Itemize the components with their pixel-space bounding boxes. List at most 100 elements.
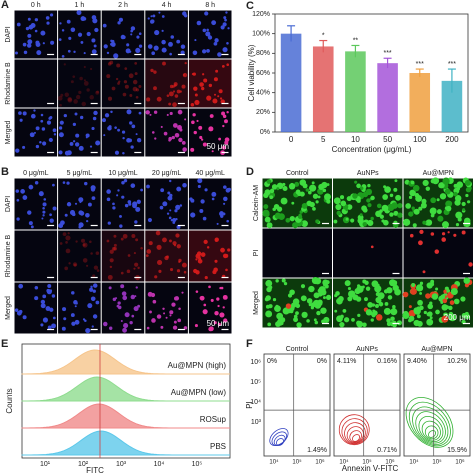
cell-dot	[40, 299, 46, 305]
cell-dot	[146, 326, 150, 330]
cell-dot	[135, 206, 141, 212]
cell-dot	[114, 150, 120, 155]
cell-dot	[206, 246, 210, 249]
cell-dot	[395, 194, 402, 201]
cell-dot	[361, 285, 365, 289]
cell-dot	[202, 142, 207, 147]
cell-dot	[390, 308, 398, 316]
cell-dot	[318, 286, 326, 294]
cell-dot	[375, 296, 381, 303]
micrograph	[145, 230, 188, 282]
cell-dot	[333, 197, 341, 205]
cell-dot	[72, 262, 78, 267]
micrograph	[58, 178, 101, 230]
panel-letter: D	[246, 166, 254, 178]
cell-dot	[183, 14, 188, 18]
cell-dot	[315, 200, 319, 204]
image-bg	[101, 230, 145, 282]
cell-dot	[311, 277, 319, 285]
cell-dot	[313, 292, 320, 299]
cell-dot	[223, 16, 227, 20]
cell-dot	[292, 222, 299, 229]
cell-dot	[214, 259, 218, 263]
cell-dot	[70, 80, 74, 84]
micrograph	[14, 282, 58, 334]
cell-dot	[413, 184, 420, 192]
cell-dot	[103, 321, 108, 327]
cell-dot	[95, 140, 101, 146]
contour	[351, 434, 361, 442]
y-tick-label: 10⁶	[250, 359, 261, 366]
cell-dot	[66, 181, 70, 185]
cell-dot	[335, 291, 340, 296]
cell-dot	[146, 184, 150, 189]
cell-dot	[92, 283, 98, 288]
cell-dot	[314, 320, 319, 325]
cell-dot	[334, 309, 338, 313]
cell-dot	[135, 133, 138, 136]
micrograph	[145, 178, 188, 230]
row-label: Rhodamine B	[5, 234, 12, 277]
cell-dot	[68, 262, 71, 265]
cell-dot	[461, 230, 466, 235]
cell-dot	[107, 96, 113, 101]
row-label: Calcein-AM	[253, 185, 260, 221]
cell-dot	[150, 19, 154, 24]
cell-dot	[74, 112, 78, 116]
cell-dot	[225, 268, 228, 272]
cell-dot	[158, 11, 161, 14]
cell-dot	[462, 208, 466, 212]
cell-dot	[16, 217, 20, 221]
cell-dot	[392, 280, 398, 285]
cell-dot	[109, 258, 114, 263]
plot-frame	[263, 353, 331, 457]
cell-dot	[130, 26, 136, 31]
cell-dot	[136, 199, 141, 204]
cell-dot	[308, 190, 312, 195]
cell-dot	[29, 132, 35, 138]
cell-dot	[204, 11, 209, 16]
cell-dot	[153, 86, 157, 91]
cell-dot	[200, 252, 206, 257]
cell-dot	[224, 253, 229, 258]
cell-dot	[312, 206, 316, 211]
micrograph	[262, 277, 332, 328]
cell-dot	[127, 254, 131, 257]
panel-letter: A	[1, 0, 9, 11]
cell-dot	[46, 120, 52, 125]
cell-dot	[397, 212, 403, 218]
cell-dot	[122, 151, 125, 155]
cell-dot	[85, 328, 91, 334]
cell-dot	[126, 138, 131, 143]
cell-dot	[201, 138, 204, 141]
cell-dot	[80, 16, 86, 22]
cell-dot	[189, 197, 193, 201]
bar	[441, 80, 463, 132]
cell-dot	[323, 296, 326, 300]
cell-dot	[109, 265, 113, 269]
x-tick-label: 0	[289, 135, 294, 144]
cell-dot	[309, 201, 315, 208]
cell-dot	[205, 31, 211, 37]
cell-dot	[393, 187, 398, 192]
micrograph	[14, 178, 58, 230]
cell-dot	[82, 242, 88, 248]
cell-dot	[120, 319, 123, 322]
cell-dot	[203, 303, 207, 307]
micrograph	[262, 178, 332, 229]
micrograph	[58, 282, 101, 334]
cell-dot	[169, 310, 174, 315]
micrograph	[145, 10, 188, 59]
cell-dot	[62, 307, 67, 312]
cell-dot	[289, 289, 295, 296]
cell-dot	[222, 294, 228, 300]
cell-dot	[339, 321, 345, 328]
micrograph	[58, 230, 101, 282]
image-bg	[14, 230, 58, 282]
cell-dot	[106, 74, 111, 79]
cell-dot	[131, 124, 136, 129]
cell-dot	[22, 315, 27, 320]
cell-dot	[34, 285, 39, 290]
cell-dot	[269, 195, 274, 200]
cell-dot	[381, 204, 389, 212]
